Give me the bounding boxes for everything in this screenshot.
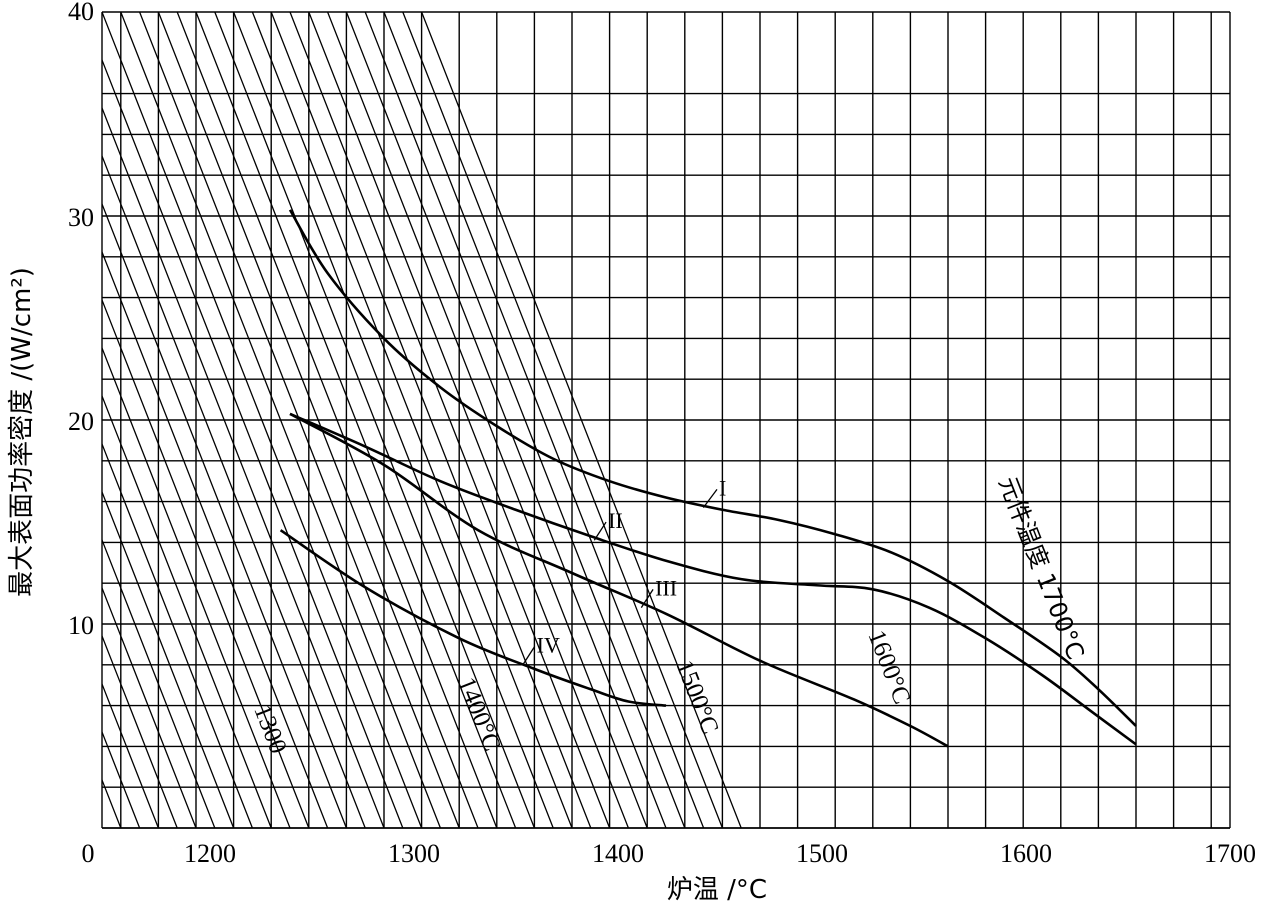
isotherm-line: [102, 682, 160, 828]
y-tick-10: 10: [68, 611, 94, 640]
series-label-II: II: [608, 508, 623, 533]
isotherm-label: 1300: [248, 701, 291, 757]
y-axis-title: 最大表面功率密度 /(W/cm²): [7, 267, 37, 597]
x-tick-1500: 1500: [796, 839, 848, 868]
series-line-III: [289, 412, 949, 748]
isotherm-label: 1500°C: [670, 657, 723, 738]
x-tick-labels: 0 1200 1300 1400 1500 1600 1700: [82, 839, 1257, 868]
series-label-IV: IV: [537, 632, 560, 657]
x-tick-1400: 1400: [592, 839, 644, 868]
isotherm-line: [102, 586, 197, 828]
y-tick-40: 40: [68, 0, 94, 26]
series-label-leader: [640, 589, 654, 608]
series-label-leader: [593, 521, 607, 541]
isotherm-line: [102, 634, 178, 828]
y-tick-20: 20: [68, 407, 94, 436]
series-label-leader: [522, 646, 536, 666]
series-line-I: [288, 209, 1137, 727]
data-series: [279, 209, 1137, 748]
isotherm-label: 1600°C: [862, 627, 915, 708]
series-label-I: I: [719, 475, 726, 500]
isotherm-line: [102, 490, 235, 828]
y-tick-labels: 40 30 20 10: [68, 0, 94, 640]
y-tick-30: 30: [68, 203, 94, 232]
isotherm-line: [102, 538, 216, 828]
x-tick-0: 0: [82, 839, 95, 868]
isotherm-line: [102, 442, 254, 828]
series-label-III: III: [655, 575, 677, 600]
series-line-II: [289, 412, 1137, 746]
x-axis-title: 炉温 /°C: [667, 875, 767, 905]
series-line-IV: [279, 529, 667, 707]
x-tick-1300: 1300: [388, 839, 440, 868]
grid: [101, 11, 1231, 829]
series-label-leader: [702, 489, 718, 509]
x-tick-1600: 1600: [1000, 839, 1052, 868]
x-tick-1700: 1700: [1204, 839, 1256, 868]
x-tick-1200: 1200: [184, 839, 236, 868]
